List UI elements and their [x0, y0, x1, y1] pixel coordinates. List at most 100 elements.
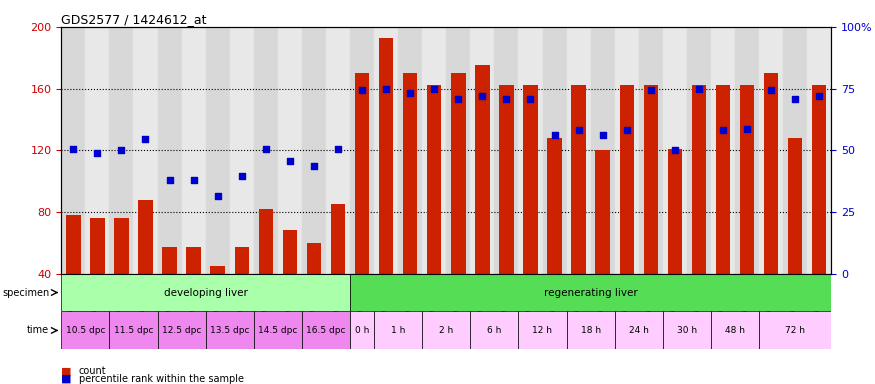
FancyBboxPatch shape — [760, 311, 831, 349]
Bar — [518, 27, 542, 273]
Point — [692, 86, 706, 92]
Text: 72 h: 72 h — [785, 326, 805, 335]
FancyBboxPatch shape — [61, 311, 109, 349]
FancyBboxPatch shape — [614, 311, 663, 349]
Text: 0 h: 0 h — [355, 326, 369, 335]
Bar — [234, 247, 249, 273]
Point — [211, 194, 225, 200]
Text: GDS2577 / 1424612_at: GDS2577 / 1424612_at — [61, 13, 206, 26]
Bar — [711, 27, 735, 273]
Point — [571, 127, 585, 133]
Bar — [423, 27, 446, 273]
Bar — [163, 247, 177, 273]
Bar — [350, 27, 374, 273]
Text: ■: ■ — [61, 374, 72, 384]
Bar — [138, 200, 153, 273]
Bar — [596, 150, 610, 273]
Bar — [355, 73, 369, 273]
Point — [596, 132, 610, 138]
Bar — [808, 27, 831, 273]
Point — [379, 86, 393, 92]
Bar — [494, 27, 518, 273]
Bar — [427, 86, 442, 273]
Bar — [283, 230, 298, 273]
Bar — [548, 138, 562, 273]
Bar — [760, 27, 783, 273]
Bar — [764, 73, 779, 273]
Bar — [302, 27, 326, 273]
Bar — [182, 27, 206, 273]
Point — [500, 96, 514, 103]
Text: 16.5 dpc: 16.5 dpc — [306, 326, 346, 335]
Point — [355, 87, 369, 93]
Bar — [692, 86, 706, 273]
Text: 12 h: 12 h — [533, 326, 552, 335]
Point — [716, 127, 730, 133]
Bar — [158, 27, 182, 273]
FancyBboxPatch shape — [254, 311, 302, 349]
Point — [234, 173, 248, 179]
Bar — [740, 86, 754, 273]
Point — [90, 150, 104, 156]
Point — [620, 127, 634, 133]
Point — [66, 146, 80, 152]
Bar — [475, 65, 490, 273]
Bar — [61, 27, 86, 273]
Bar — [499, 86, 514, 273]
Text: 1 h: 1 h — [391, 326, 405, 335]
Bar — [206, 27, 229, 273]
Bar — [114, 218, 129, 273]
Bar — [86, 27, 109, 273]
FancyBboxPatch shape — [423, 311, 471, 349]
Text: percentile rank within the sample: percentile rank within the sample — [79, 374, 244, 384]
Point — [644, 87, 658, 93]
Point — [812, 93, 826, 99]
Text: 12.5 dpc: 12.5 dpc — [162, 326, 201, 335]
Text: time: time — [27, 326, 49, 336]
Bar — [307, 243, 321, 273]
Text: regenerating liver: regenerating liver — [543, 288, 638, 298]
Bar — [90, 218, 105, 273]
Bar — [639, 27, 663, 273]
Bar — [109, 27, 134, 273]
FancyBboxPatch shape — [158, 311, 206, 349]
Point — [331, 146, 345, 152]
Point — [740, 126, 754, 132]
Point — [523, 96, 537, 103]
Bar — [254, 27, 278, 273]
Bar — [687, 27, 711, 273]
FancyBboxPatch shape — [663, 311, 711, 349]
Text: 10.5 dpc: 10.5 dpc — [66, 326, 105, 335]
Bar — [446, 27, 471, 273]
Text: ■: ■ — [61, 366, 72, 376]
Bar — [571, 86, 586, 273]
Bar — [278, 27, 302, 273]
Point — [307, 162, 321, 169]
Point — [283, 158, 297, 164]
Bar — [567, 27, 591, 273]
Point — [788, 96, 802, 103]
Text: specimen: specimen — [2, 288, 49, 298]
Bar — [644, 86, 658, 273]
Point — [259, 146, 273, 152]
Bar — [229, 27, 254, 273]
Text: 6 h: 6 h — [487, 326, 501, 335]
Bar — [542, 27, 567, 273]
Bar — [379, 38, 394, 273]
Text: 18 h: 18 h — [581, 326, 600, 335]
Point — [163, 176, 177, 182]
Bar — [735, 27, 760, 273]
Text: 2 h: 2 h — [439, 326, 453, 335]
FancyBboxPatch shape — [350, 273, 831, 311]
Bar — [663, 27, 687, 273]
Bar — [788, 138, 802, 273]
Bar — [452, 73, 466, 273]
Bar — [783, 27, 808, 273]
Bar — [591, 27, 614, 273]
FancyBboxPatch shape — [206, 311, 254, 349]
FancyBboxPatch shape — [471, 311, 518, 349]
Text: 11.5 dpc: 11.5 dpc — [114, 326, 153, 335]
FancyBboxPatch shape — [374, 311, 423, 349]
Bar — [259, 209, 273, 273]
Text: 14.5 dpc: 14.5 dpc — [258, 326, 298, 335]
